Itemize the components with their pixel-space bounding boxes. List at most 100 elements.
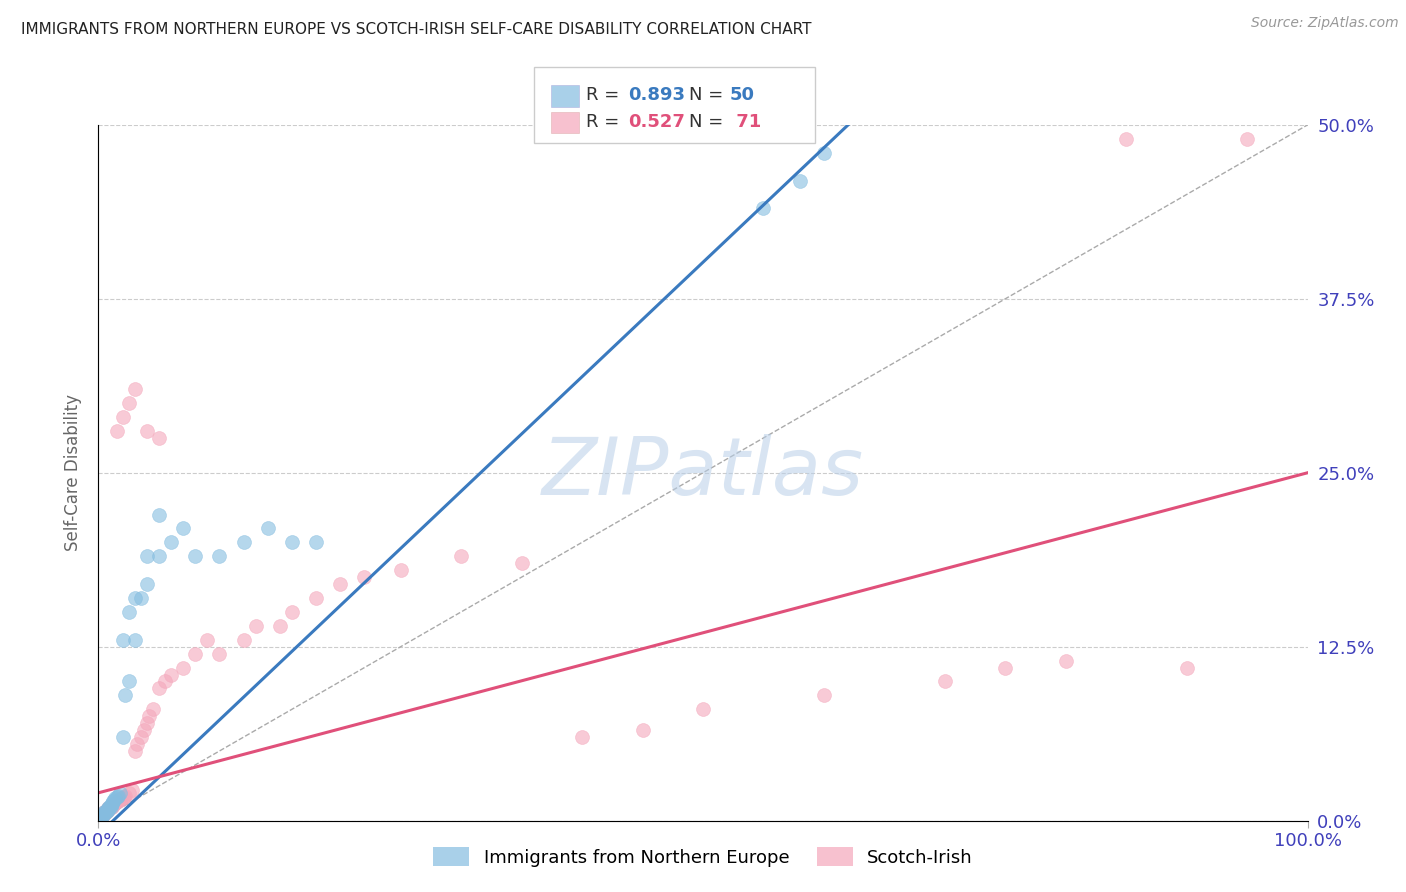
Point (91, 808, 114, 822)
Point (98, 799, 121, 814)
Point (108, 793, 131, 807)
Point (105, 424, 128, 438)
Point (752, 202, 775, 216)
Point (91, 808, 114, 822)
Point (90, 809, 112, 823)
Point (245, 619, 267, 633)
Point (305, 591, 328, 605)
Point (789, 173, 811, 187)
Point (96, 804, 118, 818)
Point (153, 674, 176, 689)
Point (118, 396, 141, 410)
Point (100, 796, 122, 810)
Point (134, 723, 156, 738)
Text: N =: N = (689, 86, 728, 103)
Point (91, 808, 114, 822)
Point (96, 803, 118, 817)
Point (94, 805, 117, 820)
Point (118, 605, 141, 619)
Point (121, 783, 143, 797)
Point (184, 549, 207, 564)
Point (105, 794, 128, 808)
Point (148, 508, 170, 522)
Point (138, 709, 160, 723)
Point (94, 804, 117, 818)
Point (90, 811, 112, 825)
Point (101, 798, 124, 813)
Point (111, 791, 134, 805)
Point (107, 789, 129, 803)
Text: R =: R = (586, 86, 626, 103)
Point (100, 799, 122, 814)
Point (195, 632, 218, 647)
Text: IMMIGRANTS FROM NORTHERN EUROPE VS SCOTCH-IRISH SELF-CARE DISABILITY CORRELATION: IMMIGRANTS FROM NORTHERN EUROPE VS SCOTC… (21, 22, 811, 37)
Point (135, 577, 157, 591)
Point (172, 521, 194, 535)
Point (118, 786, 141, 800)
Point (994, 660, 1017, 674)
Point (281, 535, 304, 549)
Point (111, 730, 134, 744)
Point (96, 803, 118, 817)
Point (510, 556, 533, 570)
Point (100, 799, 122, 814)
Point (256, 521, 278, 535)
Point (91, 806, 114, 821)
Point (90, 809, 112, 823)
Point (934, 674, 956, 689)
Point (160, 535, 183, 549)
Point (631, 723, 654, 738)
Point (93, 805, 115, 820)
Point (91, 809, 114, 823)
Point (97, 801, 120, 815)
Point (124, 591, 146, 605)
Point (89, 812, 111, 826)
Point (1236, 132, 1258, 146)
Point (104, 796, 127, 810)
Point (129, 591, 152, 605)
Point (111, 410, 134, 425)
Point (135, 424, 157, 438)
Point (103, 797, 125, 811)
Text: N =: N = (689, 112, 728, 130)
Point (571, 730, 593, 744)
Text: Source: ZipAtlas.com: Source: ZipAtlas.com (1251, 16, 1399, 30)
Point (1054, 654, 1077, 668)
Point (208, 549, 231, 564)
Point (160, 667, 183, 681)
Point (93, 806, 115, 821)
Point (269, 619, 291, 633)
Point (100, 797, 122, 811)
Point (100, 799, 122, 814)
Point (124, 744, 146, 758)
Point (98, 801, 121, 815)
Point (148, 681, 170, 696)
Point (107, 794, 129, 808)
Point (100, 798, 122, 813)
Point (91, 809, 114, 823)
Point (94, 804, 117, 818)
Y-axis label: Self-Care Disability: Self-Care Disability (65, 394, 83, 551)
Point (96, 804, 118, 818)
Point (353, 570, 375, 584)
Point (184, 647, 207, 661)
Point (103, 793, 125, 807)
Point (111, 632, 134, 647)
Point (389, 563, 412, 577)
Point (135, 716, 157, 731)
Point (148, 549, 170, 564)
Point (305, 535, 328, 549)
Text: ZIPatlas: ZIPatlas (541, 434, 865, 512)
Point (101, 794, 124, 808)
Point (450, 549, 472, 564)
Point (281, 605, 304, 619)
Point (1175, 660, 1198, 674)
Point (232, 535, 254, 549)
Point (91, 806, 114, 821)
Point (114, 789, 136, 803)
Point (1115, 132, 1137, 146)
Point (98, 801, 121, 815)
Point (97, 803, 120, 817)
Text: R =: R = (586, 112, 626, 130)
Point (172, 660, 194, 674)
